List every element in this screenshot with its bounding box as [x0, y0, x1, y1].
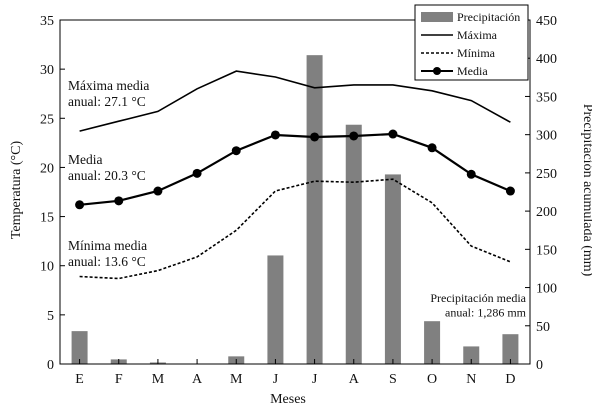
marker-media-7 — [349, 131, 359, 141]
marker-media-4 — [231, 146, 241, 156]
tick-label-left-10: 10 — [40, 260, 54, 275]
legend-swatch-precipitacion — [421, 12, 453, 22]
marker-media-1 — [114, 196, 124, 206]
legend-label-0: Precipitación — [457, 10, 520, 24]
marker-media-0 — [75, 200, 85, 210]
tick-label-right-450: 450 — [536, 14, 557, 29]
tick-label-left-15: 15 — [40, 211, 54, 226]
month-label-4: M — [230, 372, 243, 387]
legend-label-3: Media — [457, 64, 488, 78]
tick-label-right-250: 250 — [536, 167, 557, 182]
month-label-9: O — [427, 372, 437, 387]
annotation-media: Media anual: 20.3 °C — [68, 152, 146, 183]
annotations: Máxima media anual: 27.1 °C Media anual: 20… — [68, 78, 527, 319]
legend-label-1: Máxima — [457, 28, 498, 42]
tick-label-right-200: 200 — [536, 205, 557, 220]
marker-media-2 — [153, 186, 163, 196]
marker-media-11 — [505, 186, 515, 196]
plot-frame — [59, 19, 531, 365]
month-label-10: N — [466, 372, 476, 387]
precip-bar-J — [306, 55, 323, 365]
marker-media-6 — [310, 132, 320, 142]
month-label-2: M — [152, 372, 165, 387]
tick-label-right-0: 0 — [536, 358, 543, 373]
month-label-3: A — [192, 372, 203, 387]
line-maxima — [79, 70, 511, 132]
month-label-7: A — [349, 372, 360, 387]
annotation-precip: Precipitación media anual: 1,286 mm — [430, 291, 526, 319]
precip-bar-S — [384, 174, 401, 364]
month-label-11: D — [505, 372, 515, 387]
temperature-lines — [75, 70, 515, 280]
tick-label-left-5: 5 — [47, 309, 54, 324]
x-axis-title: Meses — [270, 392, 306, 406]
tick-label-left-35: 35 — [40, 14, 54, 29]
precipitation-bars — [71, 55, 519, 365]
axes: 0510152025303505010015020025030035040045… — [40, 14, 557, 387]
y-axis-left-title: Temperatura (°C) — [9, 141, 24, 240]
legend: Precipitación Máxima Mínima Media — [414, 4, 529, 81]
tick-label-left-25: 25 — [40, 112, 54, 127]
precip-bar-E — [71, 331, 88, 364]
tick-label-right-50: 50 — [536, 320, 550, 335]
precip-bar-J — [267, 255, 284, 364]
month-label-5: J — [273, 372, 279, 387]
tick-label-right-400: 400 — [536, 52, 557, 67]
month-label-1: F — [115, 372, 123, 387]
tick-label-right-350: 350 — [536, 90, 557, 105]
y-axis-right-title: Precipitación acumulada (mm) — [580, 104, 592, 277]
marker-media-8 — [388, 129, 398, 139]
marker-media-9 — [427, 143, 437, 153]
month-label-0: E — [75, 372, 84, 387]
month-label-6: J — [312, 372, 318, 387]
marker-media-10 — [466, 169, 476, 179]
legend-marker-media — [433, 67, 441, 75]
precip-bar-A — [345, 124, 362, 365]
tick-label-right-100: 100 — [536, 282, 557, 297]
line-minima — [79, 178, 511, 280]
tick-label-right-300: 300 — [536, 129, 557, 144]
marker-media-5 — [270, 130, 280, 140]
precip-bar-N — [463, 346, 480, 364]
precip-bar-D — [502, 334, 519, 364]
precip-bar-O — [424, 321, 441, 364]
tick-label-left-0: 0 — [47, 358, 54, 373]
line-media — [79, 132, 511, 206]
legend-label-2: Mínima — [457, 46, 496, 60]
tick-label-left-20: 20 — [40, 161, 54, 176]
annotation-max: Máxima media anual: 27.1 °C — [68, 78, 149, 109]
annotation-min: Mínima media anual: 13.6 °C — [68, 238, 147, 269]
tick-label-left-30: 30 — [40, 63, 54, 78]
tick-label-right-150: 150 — [536, 243, 557, 258]
marker-media-3 — [192, 168, 202, 178]
month-label-8: S — [389, 372, 397, 387]
